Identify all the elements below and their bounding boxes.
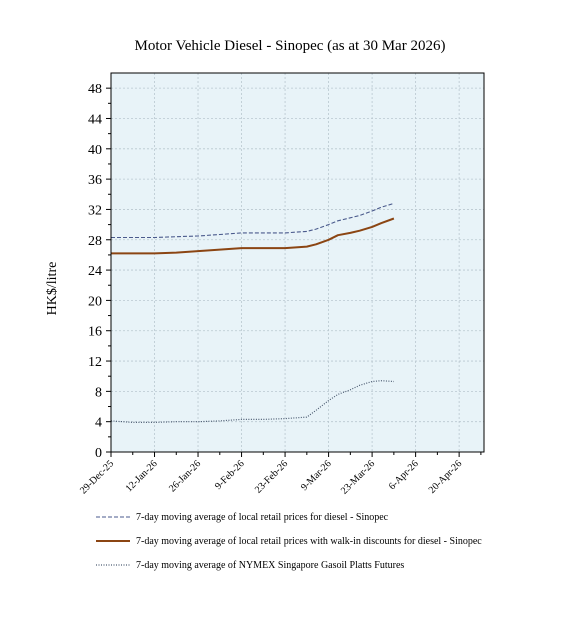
legend-swatch-walkin [96, 540, 130, 542]
y-tick-label: 44 [88, 112, 102, 127]
y-tick-label: 4 [95, 416, 102, 431]
y-tick-label: 40 [88, 143, 102, 158]
series-line-1 [111, 202, 395, 239]
y-tick-label: 12 [88, 355, 102, 370]
y-tick-label: 16 [88, 325, 102, 340]
series-layer [110, 202, 395, 423]
y-tick-label: 36 [88, 173, 102, 188]
x-tick-label: 12-Jan-26 [124, 458, 160, 494]
y-tick-label: 24 [88, 264, 102, 279]
legend-label-walkin: 7-day moving average of local retail pri… [136, 536, 482, 547]
y-axis-label: HK$/litre [45, 262, 60, 316]
x-tick-label: 20-Apr-26 [427, 458, 464, 495]
y-tick-label: 0 [95, 446, 102, 461]
y-tick-label: 32 [88, 203, 102, 218]
legend-label-futures: 7-day moving average of NYMEX Singapore … [136, 560, 405, 571]
legend-swatch-futures [96, 564, 130, 566]
x-tick-label: 23-Feb-26 [253, 458, 290, 495]
y-tick-label: 28 [88, 234, 102, 249]
y-tick-label: 8 [95, 385, 102, 400]
chart-title: Motor Vehicle Diesel - Sinopec (as at 30… [134, 38, 446, 54]
plot-frame [110, 72, 485, 453]
legend-swatch-retail [96, 516, 130, 518]
plot-background [111, 73, 484, 452]
legend-label-retail: 7-day moving average of local retail pri… [136, 512, 389, 523]
gridlines [111, 73, 484, 452]
x-tick-label: 6-Apr-26 [387, 458, 421, 492]
series-line-3 [110, 380, 394, 423]
x-tick-label: 9-Mar-26 [299, 458, 334, 493]
y-tick-label: 20 [88, 294, 102, 309]
x-axis: 29-Dec-25 12-Jan-26 26-Jan-26 9-Feb-26 23-Fe… [78, 452, 482, 497]
x-tick-label: 26-Jan-26 [167, 458, 203, 494]
x-tick-label: 23-Mar-26 [339, 458, 377, 496]
series-line-2 [111, 217, 395, 255]
y-tick-label: 48 [88, 82, 102, 97]
x-tick-label: 9-Feb-26 [213, 458, 247, 492]
x-tick-label: 29-Dec-25 [78, 458, 116, 496]
